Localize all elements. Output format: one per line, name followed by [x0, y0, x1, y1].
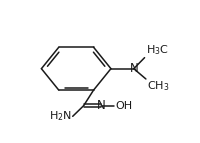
Text: H$_3$C: H$_3$C: [146, 43, 168, 57]
Text: OH: OH: [115, 101, 132, 111]
Text: N: N: [129, 62, 138, 75]
Text: H$_2$N: H$_2$N: [49, 109, 72, 123]
Text: CH$_3$: CH$_3$: [147, 79, 169, 93]
Text: N: N: [97, 99, 106, 112]
